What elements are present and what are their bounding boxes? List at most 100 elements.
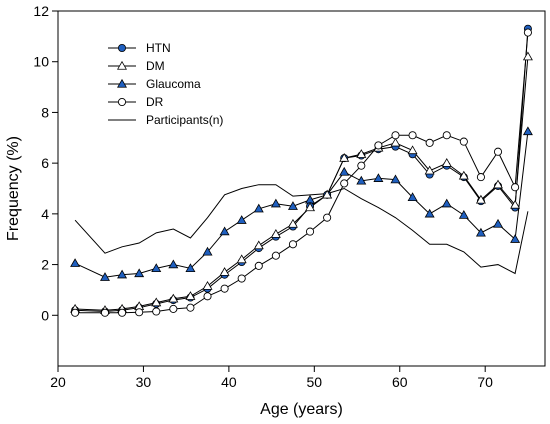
- data-point-dm: [151, 297, 162, 307]
- legend: HTN DM Glaucoma DR Participants(n): [108, 41, 223, 127]
- data-point-dr: [237, 274, 246, 283]
- data-point-glaucoma: [356, 175, 367, 185]
- data-point-glaucoma: [70, 258, 81, 267]
- data-point-glaucoma: [287, 201, 298, 210]
- data-point-dr: [357, 161, 366, 170]
- data-point-glaucoma: [151, 263, 162, 273]
- data-point-dr: [152, 307, 161, 316]
- series-line-htn: [75, 28, 529, 312]
- data-point-glaucoma: [100, 272, 110, 281]
- data-point-dm: [475, 194, 486, 204]
- data-point-dr: [374, 141, 383, 150]
- data-point-dr: [186, 303, 195, 312]
- legend-item-participants-n: Participants(n): [108, 113, 223, 127]
- data-point-dm: [219, 267, 230, 276]
- legend-marker: [118, 44, 127, 53]
- data-point-dr: [442, 131, 451, 140]
- x-tick-label: 50: [307, 374, 323, 390]
- data-point-glaucoma: [236, 215, 247, 224]
- data-point-dm: [185, 291, 196, 300]
- y-tick-label: 12: [33, 3, 49, 19]
- data-point-dr: [408, 131, 417, 140]
- data-point-dm: [510, 199, 521, 209]
- data-point-glaucoma: [390, 174, 401, 184]
- data-point-dr: [288, 240, 298, 249]
- legend-marker: [117, 97, 127, 107]
- data-point-dm: [202, 281, 213, 290]
- y-axis-title: Frequency (%): [5, 136, 22, 241]
- legend-item-dm: DM: [108, 59, 165, 73]
- series-points-dr: [71, 28, 532, 317]
- data-point-glaucoma: [441, 198, 452, 208]
- data-point-dm: [339, 152, 350, 162]
- legend-label: Participants(n): [146, 113, 223, 127]
- data-point-glaucoma: [475, 227, 486, 237]
- data-point-dr: [203, 292, 212, 301]
- legend-item-glaucoma: Glaucoma: [108, 77, 201, 91]
- data-point-glaucoma: [373, 173, 384, 182]
- data-point-glaucoma: [219, 226, 230, 236]
- data-point-dr: [340, 179, 349, 188]
- data-point-dm: [493, 179, 503, 189]
- data-point-dm: [236, 254, 247, 264]
- plot-frame: [57, 10, 546, 367]
- data-point-dr: [425, 138, 434, 147]
- axis-ticks: 20 30 40 50 60 70 0 2 4 6 8 10 12: [33, 3, 493, 390]
- series-points-dm: [70, 51, 533, 314]
- data-point-dm: [522, 51, 533, 61]
- data-point-glaucoma: [407, 192, 418, 202]
- data-point-dm: [458, 170, 469, 180]
- data-point-glaucoma: [117, 269, 128, 279]
- data-point-glaucoma: [458, 210, 469, 219]
- data-point-dr: [493, 147, 503, 156]
- series-participants-n: [74, 184, 529, 275]
- data-point-glaucoma: [270, 198, 281, 208]
- data-point-glaucoma: [339, 166, 350, 176]
- data-point-dr: [271, 251, 280, 260]
- legend-label: HTN: [146, 41, 171, 55]
- legend-marker: [117, 78, 127, 88]
- data-point-glaucoma: [185, 263, 196, 273]
- data-point-dm: [322, 189, 333, 199]
- legend-label: Glaucoma: [146, 77, 201, 91]
- data-point-dm: [407, 145, 418, 155]
- plot-border: [57, 10, 546, 367]
- x-axis-title: Age (years): [260, 401, 343, 418]
- legend-item-dr: DR: [108, 95, 164, 109]
- x-tick-label: 30: [136, 374, 152, 390]
- y-tick-label: 4: [41, 206, 49, 222]
- data-point-dm: [270, 229, 281, 238]
- data-point-dm: [287, 218, 298, 228]
- series-points-glaucoma: [70, 126, 533, 281]
- data-point-dr: [391, 131, 400, 140]
- series-line-participants-n: [74, 184, 529, 275]
- x-tick-label: 40: [221, 374, 237, 390]
- y-tick-label: 0: [41, 307, 49, 323]
- legend-label: DR: [146, 95, 164, 109]
- data-point-dr: [459, 137, 468, 146]
- data-point-dr: [135, 308, 144, 317]
- data-point-dm: [441, 158, 452, 167]
- data-point-glaucoma: [510, 234, 521, 243]
- data-point-glaucoma: [424, 208, 435, 218]
- series-glaucoma: [74, 131, 529, 278]
- data-point-glaucoma: [253, 203, 264, 213]
- data-point-dr: [523, 28, 532, 37]
- data-point-dr: [118, 308, 127, 317]
- data-point-dm: [253, 240, 264, 250]
- data-point-glaucoma: [134, 268, 145, 278]
- y-tick-label: 10: [33, 54, 49, 70]
- data-point-glaucoma: [202, 246, 213, 256]
- data-point-dm: [390, 137, 401, 147]
- y-tick-label: 6: [41, 155, 49, 171]
- data-point-dr: [305, 227, 315, 236]
- data-point-dm: [356, 149, 367, 158]
- data-point-dm: [168, 293, 179, 303]
- x-tick-label: 20: [50, 374, 66, 390]
- legend-marker: [117, 60, 127, 70]
- series-line-glaucoma: [74, 131, 529, 278]
- x-tick-label: 70: [477, 374, 493, 390]
- y-tick-label: 2: [41, 257, 49, 273]
- data-point-glaucoma: [522, 126, 533, 136]
